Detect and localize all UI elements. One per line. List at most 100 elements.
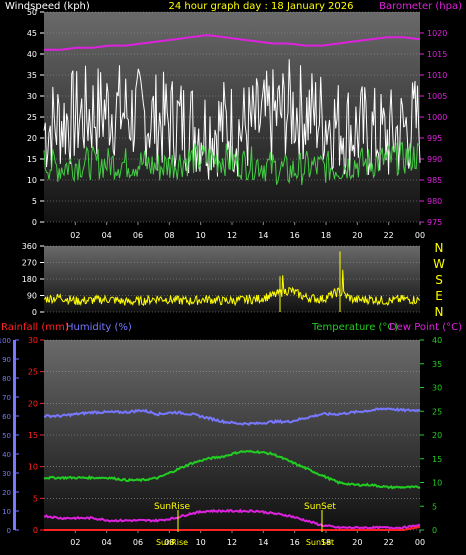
windspeed-series-line (43, 59, 421, 180)
humidity-axis-bar (13, 340, 16, 530)
rain-y-tick-label: 10 (28, 463, 38, 472)
baro-y-tick-label: 980 (427, 197, 442, 206)
humidity-y-tick-label: 50 (2, 432, 11, 440)
climate-x-tick-label: 10 (196, 538, 206, 547)
baro-axis-title: Barometer (hpa) (379, 1, 462, 12)
rain-y-tick-label: 20 (28, 399, 38, 408)
temp-y-tick-label: 30 (432, 384, 442, 393)
dewpoint-series-line (43, 508, 421, 531)
climate-x-tick-label: 20 (352, 538, 362, 547)
direction-y-tick-label: 180 (22, 275, 37, 284)
compass-label: W (433, 257, 445, 271)
direction-y-tick-label: 0 (32, 308, 37, 317)
temperature-series-line (44, 449, 421, 490)
barometer-series-line (44, 34, 421, 51)
dewpoint-axis-title: Dew Point (°C) (389, 322, 462, 333)
climate-x-tick-label: 12 (227, 538, 237, 547)
baro-y-tick-label: 995 (427, 134, 442, 143)
baro-y-tick-label: 985 (427, 176, 442, 185)
wind-y-tick-label: 30 (27, 92, 37, 101)
temp-y-tick-label: 15 (432, 455, 442, 464)
temp-y-tick-label: 0 (432, 526, 437, 535)
temp-y-tick-label: 25 (432, 407, 442, 416)
climate-x-tick-label: 04 (102, 538, 112, 547)
wind-y-tick-label: 15 (27, 155, 37, 164)
humidity-y-tick-label: 20 (2, 489, 11, 497)
humidity-y-tick-label: 40 (2, 451, 11, 459)
humidity-y-tick-label: 80 (2, 375, 11, 383)
humidity-axis-title: Humidity (%) (66, 322, 132, 333)
wind-x-tick-label: 20 (352, 231, 362, 240)
wind-y-tick-label: 10 (27, 176, 37, 185)
wind-x-tick-label: 06 (133, 231, 143, 240)
wind-y-tick-label: 35 (27, 71, 37, 80)
wind-y-tick-label: 5 (32, 197, 37, 206)
wind-axis-title: Windspeed (kph) (5, 1, 90, 12)
baro-y-tick-label: 1010 (427, 71, 447, 80)
wind-x-tick-label: 18 (321, 231, 331, 240)
compass-label: S (435, 273, 443, 287)
wind-x-tick-label: 10 (196, 231, 206, 240)
compass-label: E (435, 289, 443, 303)
humidity-y-tick-label: 90 (2, 356, 11, 364)
humidity-y-tick-label: 10 (2, 508, 11, 516)
humidity-y-tick-label: 70 (2, 394, 11, 402)
wind-x-tick-label: 14 (258, 231, 268, 240)
wind-x-tick-label: 04 (102, 231, 112, 240)
compass-label: N (435, 305, 444, 319)
direction-y-tick-label: 360 (22, 242, 37, 251)
climate-x-tick-label: 14 (258, 538, 268, 547)
rain-y-tick-label: 30 (28, 336, 38, 345)
humidity-y-tick-label: 30 (2, 470, 11, 478)
climate-x-tick-label: 22 (384, 538, 394, 547)
rainfall-series-line (44, 525, 421, 531)
rain-y-tick-label: 15 (28, 431, 38, 440)
humidity-series-line (43, 407, 421, 426)
sunset-axis-label: SunSet (306, 538, 334, 547)
humidity-y-tick-label: 100 (0, 337, 11, 345)
temp-y-tick-label: 20 (432, 431, 442, 440)
climate-x-tick-label: 16 (290, 538, 300, 547)
baro-y-tick-label: 1015 (427, 50, 447, 59)
average-wind-series-line (43, 142, 421, 186)
baro-y-tick-label: 1005 (427, 92, 447, 101)
humidity-y-tick-label: 60 (2, 413, 11, 421)
temperature-axis-title: Temperature (°C) (311, 322, 398, 333)
temp-y-tick-label: 5 (432, 502, 437, 511)
wind-x-tick-label: 16 (290, 231, 300, 240)
climate-x-tick-label: 06 (133, 538, 143, 547)
wind-y-tick-label: 20 (27, 134, 37, 143)
baro-y-tick-label: 1020 (427, 29, 447, 38)
baro-y-tick-label: 1000 (427, 113, 447, 122)
sunset-label: SunSet (304, 502, 336, 512)
baro-y-tick-label: 990 (427, 155, 442, 164)
climate-x-tick-label: 18 (321, 538, 331, 547)
wind-direction-series-line (43, 269, 421, 307)
wind-y-tick-label: 0 (32, 218, 37, 227)
climate-x-tick-label: 08 (164, 538, 174, 547)
rain-y-tick-label: 25 (28, 368, 38, 377)
wind-x-tick-label: 22 (384, 231, 394, 240)
wind-y-tick-label: 40 (27, 50, 37, 59)
wind-y-tick-label: 25 (27, 113, 37, 122)
rain-y-tick-label: 0 (33, 526, 38, 535)
wind-x-tick-label: 00 (415, 231, 425, 240)
wind-x-tick-label: 12 (227, 231, 237, 240)
wind-x-tick-label: 02 (70, 231, 80, 240)
wind-x-tick-label: 08 (164, 231, 174, 240)
rainfall-axis-title: Rainfall (mm) (1, 322, 69, 333)
climate-x-tick-label: 00 (415, 538, 425, 547)
climate-x-tick-label: 02 (70, 538, 80, 547)
sunrise-label: SunRise (154, 502, 191, 512)
temp-y-tick-label: 10 (432, 479, 442, 488)
rain-y-tick-label: 5 (33, 494, 38, 503)
baro-y-tick-label: 975 (427, 218, 442, 227)
humidity-y-tick-label: 0 (7, 527, 11, 535)
wind-y-tick-label: 45 (27, 29, 37, 38)
wind-y-tick-label: 50 (27, 8, 37, 17)
sunrise-axis-label: SunRise (156, 538, 188, 547)
direction-y-tick-label: 90 (27, 292, 37, 301)
direction-y-tick-label: 270 (22, 259, 37, 268)
